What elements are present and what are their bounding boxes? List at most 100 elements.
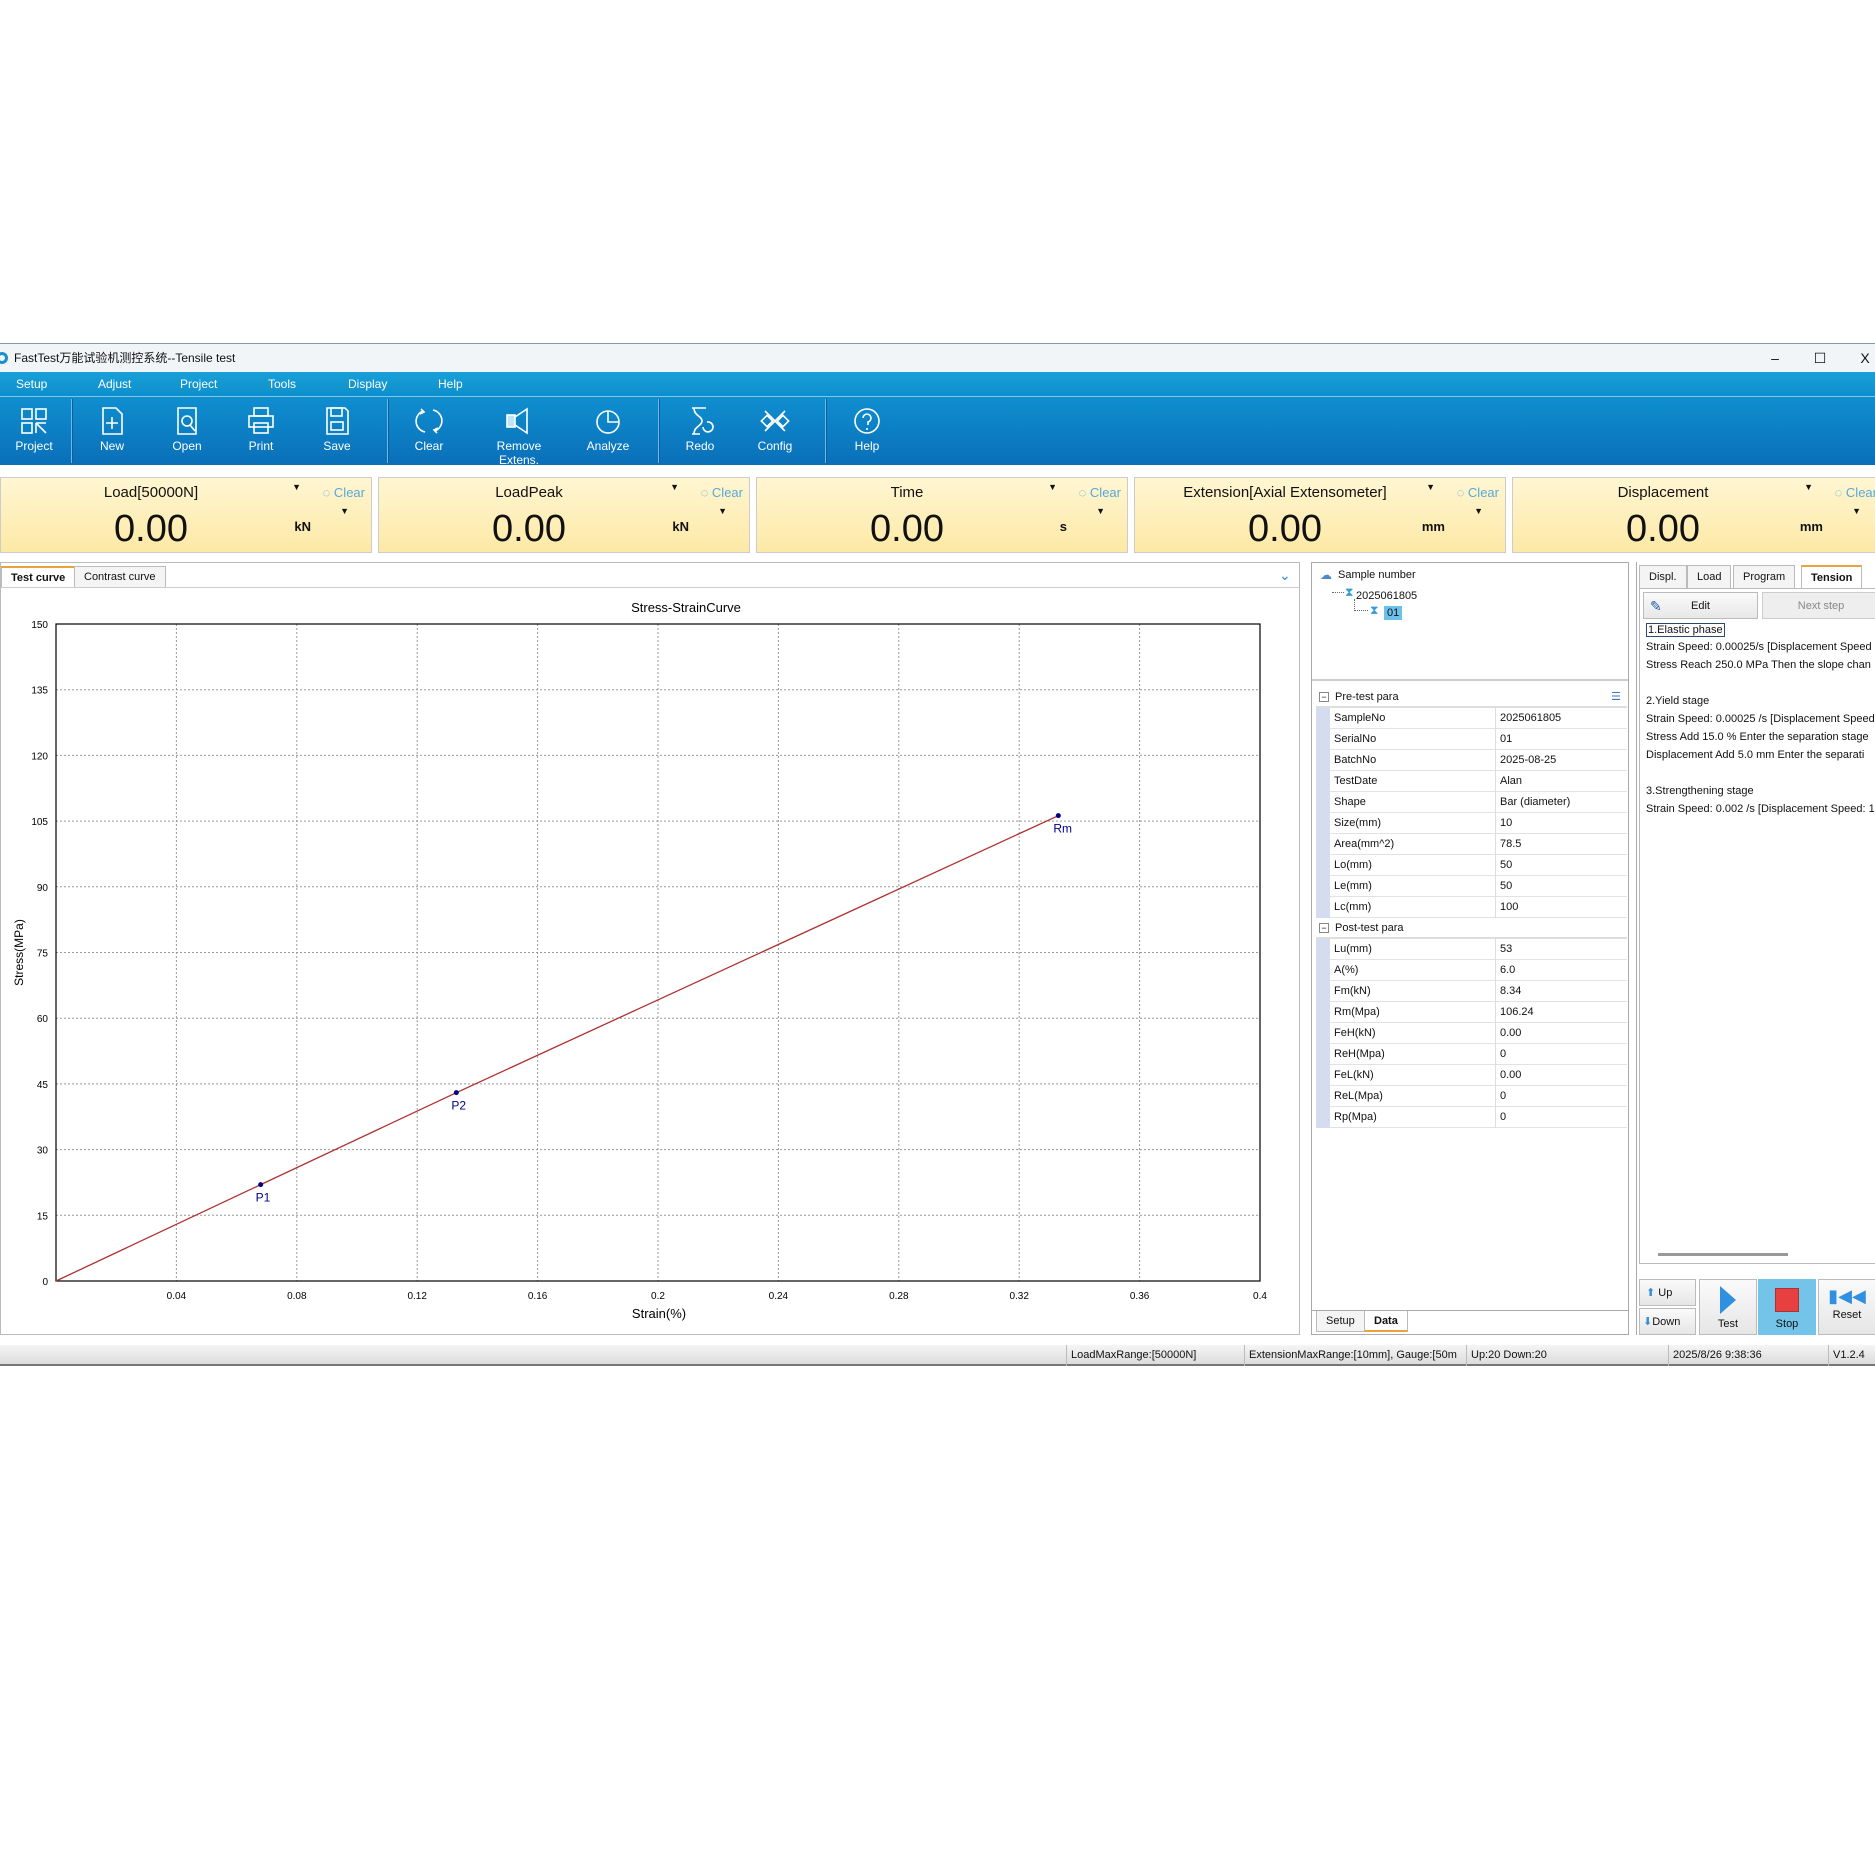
unit-dropdown-icon[interactable]: ▼	[1474, 506, 1483, 516]
tab-displ[interactable]: Displ.	[1639, 565, 1687, 588]
param-row[interactable]: Fm(kN) 8.34	[1316, 981, 1627, 1002]
param-value[interactable]: 0	[1500, 1090, 1507, 1102]
param-row[interactable]: FeL(kN) 0.00	[1316, 1065, 1627, 1086]
menu-display[interactable]: Display	[348, 377, 388, 391]
param-value[interactable]: 0.00	[1500, 1069, 1522, 1081]
tab-program[interactable]: Program	[1733, 565, 1796, 588]
toolbar-new-button[interactable]: New	[74, 397, 150, 465]
param-value[interactable]: Bar (diameter)	[1500, 796, 1571, 808]
posttest-group-header[interactable]: − Post-test para	[1316, 918, 1627, 939]
down-button[interactable]: ⬇Down	[1639, 1308, 1696, 1335]
tree-root[interactable]: Sample number	[1338, 569, 1416, 581]
param-value[interactable]: 0	[1500, 1048, 1507, 1060]
toolbar-project-button[interactable]: Project	[0, 397, 72, 465]
param-value[interactable]: 106.24	[1500, 1006, 1534, 1018]
program-line[interactable]: Displacement Add 5.0 mm Enter the separa…	[1646, 749, 1865, 761]
program-line[interactable]: 2.Yield stage	[1646, 695, 1710, 707]
program-line[interactable]: Stress Reach 250.0 MPa Then the slope ch…	[1646, 659, 1871, 671]
param-value[interactable]: 10	[1500, 817, 1513, 829]
clear-readout-button[interactable]: ◌ Clear	[1078, 485, 1121, 500]
channel-dropdown-icon[interactable]: ▼	[1804, 482, 1813, 492]
stop-button[interactable]: Stop	[1758, 1279, 1816, 1335]
edit-button[interactable]: ✎ Edit	[1643, 592, 1758, 619]
program-line[interactable]: Strain Speed: 0.00025/s [Displacement Sp…	[1646, 641, 1872, 653]
param-row[interactable]: SampleNo 2025061805	[1316, 708, 1627, 729]
toolbar-print-button[interactable]: Print	[223, 397, 299, 465]
clear-readout-button[interactable]: ◌ Clear	[700, 485, 743, 500]
menu-project[interactable]: Project	[180, 377, 218, 391]
toolbar-clear-button[interactable]: Clear	[391, 397, 467, 465]
param-value[interactable]: 2025-08-25	[1500, 754, 1557, 766]
test-button[interactable]: Test	[1699, 1279, 1757, 1335]
param-value[interactable]: 50	[1500, 859, 1513, 871]
tree-serial[interactable]: 01	[1384, 606, 1403, 620]
toolbar-redo-button[interactable]: Redo	[662, 397, 738, 465]
collapse-icon[interactable]: −	[1319, 923, 1329, 933]
unit-dropdown-icon[interactable]: ▼	[1852, 506, 1861, 516]
toolbar-open-button[interactable]: Open	[149, 397, 225, 465]
param-value[interactable]: 8.34	[1500, 985, 1522, 997]
program-line[interactable]: Strain Speed: 0.002 /s [Displacement Spe…	[1646, 803, 1875, 815]
param-row[interactable]: Rp(Mpa) 0	[1316, 1107, 1627, 1128]
param-value[interactable]: Alan	[1500, 775, 1523, 787]
param-value[interactable]: 0	[1500, 1111, 1507, 1123]
clear-readout-button[interactable]: ◌ Clear	[1834, 485, 1875, 500]
menu-adjust[interactable]: Adjust	[98, 377, 132, 391]
param-row[interactable]: Lo(mm) 50	[1316, 855, 1627, 876]
param-value[interactable]: 01	[1500, 733, 1513, 745]
param-row[interactable]: Size(mm) 10	[1316, 813, 1627, 834]
param-row[interactable]: Rm(Mpa) 106.24	[1316, 1002, 1627, 1023]
tab-setup[interactable]: Setup	[1316, 1311, 1365, 1332]
unit-dropdown-icon[interactable]: ▼	[1096, 506, 1105, 516]
tab-tension[interactable]: Tension	[1801, 565, 1863, 588]
menu-tools[interactable]: Tools	[268, 377, 297, 391]
minimize-button[interactable]: –	[1771, 350, 1779, 366]
toolbar-analyze-button[interactable]: Analyze	[570, 397, 646, 465]
param-row[interactable]: Le(mm) 50	[1316, 876, 1627, 897]
param-row[interactable]: TestDate Alan	[1316, 771, 1627, 792]
tab-load[interactable]: Load	[1687, 565, 1732, 588]
program-line[interactable]: 3.Strengthening stage	[1646, 785, 1754, 797]
toolbar-remove-extens-button[interactable]: Remove Extens.	[481, 397, 557, 467]
tree-sample[interactable]: 2025061805	[1356, 590, 1418, 602]
param-row[interactable]: SerialNo 01	[1316, 729, 1627, 750]
next-step-button[interactable]: Next step	[1762, 592, 1875, 619]
param-value[interactable]: 6.0	[1500, 964, 1516, 976]
param-value[interactable]: 50	[1500, 880, 1513, 892]
horizontal-scrollbar[interactable]	[1658, 1253, 1788, 1256]
up-button[interactable]: ⬆ Up	[1639, 1279, 1696, 1306]
param-value[interactable]: 2025061805	[1500, 712, 1562, 724]
property-list-icon[interactable]: ☰	[1611, 691, 1621, 703]
program-line[interactable]: Strain Speed: 0.00025 /s [Displacement S…	[1646, 713, 1875, 725]
channel-dropdown-icon[interactable]: ▼	[292, 482, 301, 492]
collapse-chevron-icon[interactable]: ⌄	[1279, 567, 1291, 583]
unit-dropdown-icon[interactable]: ▼	[340, 506, 349, 516]
param-row[interactable]: Lc(mm) 100	[1316, 897, 1627, 918]
param-row[interactable]: ReH(Mpa) 0	[1316, 1044, 1627, 1065]
tab-contrast-curve[interactable]: Contrast curve	[74, 566, 166, 587]
menu-setup[interactable]: Setup	[16, 377, 48, 391]
channel-dropdown-icon[interactable]: ▼	[670, 482, 679, 492]
param-value[interactable]: 53	[1500, 943, 1513, 955]
channel-dropdown-icon[interactable]: ▼	[1048, 482, 1057, 492]
toolbar-save-button[interactable]: Save	[299, 397, 375, 465]
program-line[interactable]: Stress Add 15.0 % Enter the separation s…	[1646, 731, 1869, 743]
pretest-group-header[interactable]: − Pre-test para ☰	[1316, 687, 1627, 708]
param-row[interactable]: ReL(Mpa) 0	[1316, 1086, 1627, 1107]
clear-readout-button[interactable]: ◌ Clear	[1456, 485, 1499, 500]
param-row[interactable]: FeH(kN) 0.00	[1316, 1023, 1627, 1044]
toolbar-help-button[interactable]: Help	[829, 397, 905, 465]
clear-readout-button[interactable]: ◌ Clear	[322, 485, 365, 500]
maximize-button[interactable]: ☐	[1813, 350, 1827, 366]
param-row[interactable]: A(%) 6.0	[1316, 960, 1627, 981]
param-row[interactable]: Area(mm^2) 78.5	[1316, 834, 1627, 855]
param-value[interactable]: 78.5	[1500, 838, 1522, 850]
menu-help[interactable]: Help	[438, 377, 463, 391]
collapse-icon[interactable]: −	[1319, 692, 1329, 702]
toolbar-config-button[interactable]: Config	[737, 397, 813, 465]
selected-step[interactable]: 1.Elastic phase	[1646, 623, 1725, 637]
close-button[interactable]: X	[1860, 350, 1870, 366]
param-value[interactable]: 100	[1500, 901, 1519, 913]
param-row[interactable]: BatchNo 2025-08-25	[1316, 750, 1627, 771]
param-row[interactable]: Lu(mm) 53	[1316, 939, 1627, 960]
